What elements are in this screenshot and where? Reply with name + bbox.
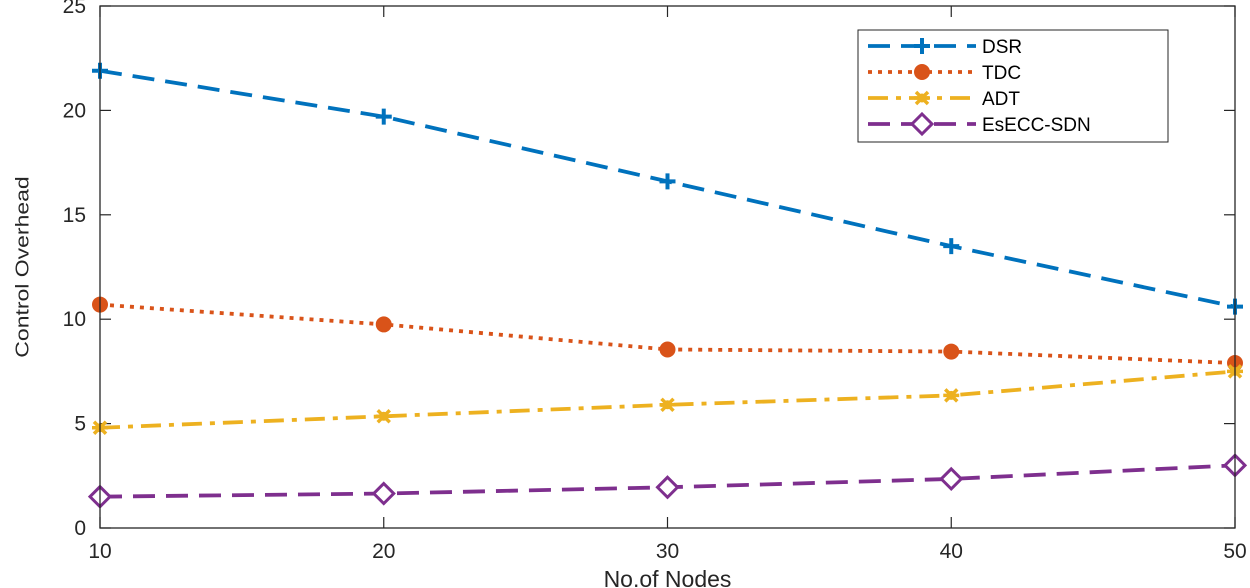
asterisk-marker-core bbox=[917, 93, 927, 103]
data-point bbox=[659, 341, 676, 358]
plus-marker-shape bbox=[659, 173, 676, 190]
plus-marker-shape bbox=[914, 38, 930, 54]
y-tick-label: 10 bbox=[63, 308, 86, 331]
asterisk-marker-core bbox=[379, 411, 389, 421]
y-axis-title: Control Overhead bbox=[12, 176, 33, 357]
data-point bbox=[375, 108, 392, 125]
y-tick-label: 20 bbox=[63, 99, 86, 122]
plus-marker-shape bbox=[943, 238, 960, 255]
legend-marker bbox=[909, 111, 935, 137]
data-point bbox=[375, 409, 392, 424]
series-line bbox=[99, 369, 1236, 430]
legend-entry: TDC bbox=[868, 63, 1021, 84]
x-tick-label: 40 bbox=[940, 540, 963, 563]
data-point bbox=[943, 343, 960, 360]
data-point bbox=[655, 475, 680, 500]
legend-marker bbox=[914, 90, 930, 106]
data-point bbox=[659, 397, 676, 413]
legend-marker bbox=[914, 64, 930, 80]
asterisk-marker-core bbox=[946, 390, 956, 400]
legend-label: TDC bbox=[982, 63, 1021, 84]
y-tick-label: 25 bbox=[63, 0, 86, 18]
data-point bbox=[659, 173, 676, 190]
x-tick-label: 30 bbox=[656, 540, 679, 563]
legend-marker bbox=[914, 38, 930, 54]
circle-marker-shape bbox=[943, 343, 960, 360]
legend-entry: ADT bbox=[868, 89, 1020, 110]
data-point bbox=[943, 388, 960, 403]
y-tick-label: 5 bbox=[74, 413, 86, 436]
diamond-marker-shape bbox=[909, 111, 935, 137]
data-point bbox=[375, 316, 392, 333]
data-point bbox=[943, 238, 960, 255]
legend-label: DSR bbox=[982, 37, 1022, 58]
legend-label: EsECC-SDN bbox=[982, 115, 1091, 136]
x-axis-title: No.of Nodes bbox=[604, 566, 732, 588]
legend: DSR TDC ADT EsECC-SDN bbox=[857, 29, 1169, 143]
diamond-marker-shape bbox=[371, 481, 396, 506]
plot-frame bbox=[99, 5, 1236, 529]
diamond-marker-shape bbox=[655, 475, 680, 500]
data-point bbox=[939, 466, 964, 492]
legend-entry: EsECC-SDN bbox=[868, 111, 1091, 137]
x-tick-label: 50 bbox=[1223, 540, 1246, 563]
y-tick-label: 15 bbox=[63, 204, 86, 227]
plus-marker-shape bbox=[375, 108, 392, 125]
legend-entry: DSR bbox=[868, 37, 1022, 58]
x-tick-label: 20 bbox=[372, 540, 395, 563]
data-point bbox=[371, 481, 396, 506]
diamond-marker-shape bbox=[939, 466, 964, 492]
circle-marker-shape bbox=[914, 64, 930, 80]
circle-marker-shape bbox=[375, 316, 392, 333]
legend-label: ADT bbox=[982, 89, 1020, 110]
asterisk-marker-core bbox=[663, 400, 672, 410]
y-tick-label: 0 bbox=[74, 517, 86, 540]
circle-marker-shape bbox=[659, 341, 676, 358]
x-tick-label: 10 bbox=[88, 540, 111, 563]
